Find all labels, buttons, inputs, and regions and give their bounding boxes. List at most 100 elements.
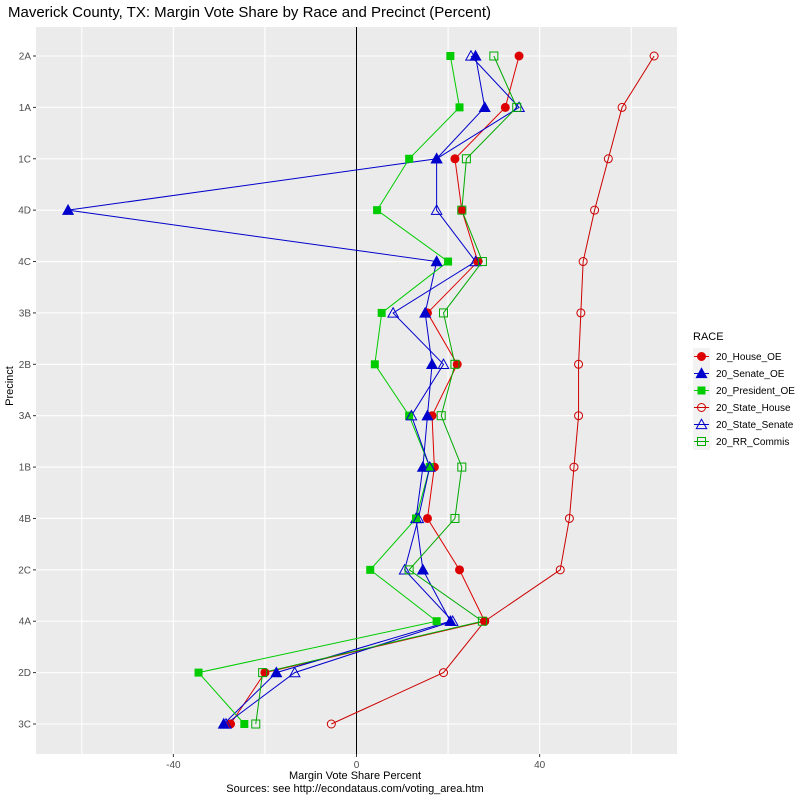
data-point [438, 668, 448, 678]
legend-key-marker [695, 418, 708, 430]
data-point [430, 203, 443, 215]
data-point [555, 565, 565, 575]
legend-label: 20_RR_Commis [716, 437, 789, 448]
data-point [437, 358, 450, 369]
data-point [422, 513, 432, 523]
series-line [197, 55, 461, 725]
data-point [366, 565, 375, 574]
y-tick-label: 4D [18, 206, 31, 217]
x-tick-label: 0 [354, 760, 360, 771]
data-point [404, 565, 414, 575]
y-tick-label: 1A [19, 103, 32, 114]
data-point [457, 462, 467, 472]
data-point [455, 565, 465, 575]
data-point [450, 154, 460, 164]
data-point [240, 720, 249, 728]
data-point [430, 255, 443, 267]
data-point [423, 460, 436, 472]
data-point [457, 205, 467, 215]
data-point [455, 103, 464, 112]
data-point [405, 409, 418, 421]
legend-label: 20_State_Senate [716, 420, 794, 431]
data-point [398, 563, 411, 575]
data-point [288, 666, 301, 678]
x-tick-label: -40 [166, 760, 181, 771]
legend-label: 20_President_OE [716, 386, 795, 397]
series-line [225, 55, 520, 725]
data-point [377, 308, 386, 317]
data-point [405, 411, 414, 420]
data-point [450, 359, 460, 369]
legend-label: 20_Senate_OE [716, 369, 785, 380]
legend-title: RACE [693, 331, 724, 343]
y-tick-label: 4A [19, 617, 32, 628]
data-point [446, 615, 459, 626]
data-point [260, 668, 270, 678]
chart-caption: Sources: see http://econdataus.com/votin… [226, 783, 484, 795]
data-point [436, 411, 446, 421]
data-point [477, 616, 487, 626]
y-tick-label: 3A [19, 411, 32, 422]
data-point [412, 514, 421, 523]
data-point [477, 257, 487, 267]
legend-label: 20_State_House [716, 403, 791, 414]
data-point [569, 462, 579, 472]
data-point [452, 359, 462, 369]
data-point [373, 206, 382, 215]
y-tick-label: 2D [18, 668, 31, 679]
data-point [446, 52, 455, 60]
data-point [432, 617, 441, 626]
data-point [416, 563, 429, 575]
x-axis-label: Margin Vote Share Percent [288, 770, 422, 782]
data-point [564, 513, 574, 523]
legend-key-marker [697, 437, 706, 446]
data-point [412, 512, 425, 524]
data-point [576, 308, 586, 318]
data-point [514, 51, 524, 61]
data-point [590, 205, 600, 215]
data-point [194, 668, 203, 677]
data-point [603, 154, 613, 164]
data-point [444, 257, 453, 266]
data-point [461, 154, 471, 164]
data-point [387, 306, 400, 318]
series-line [67, 55, 486, 725]
y-tick-label: 1C [18, 154, 31, 165]
y-tick-label: 2A [19, 52, 32, 63]
y-axis-label: Precinct [4, 366, 16, 406]
y-tick-label: 3C [18, 720, 31, 731]
data-point [425, 358, 439, 369]
data-point [574, 359, 584, 369]
data-point [270, 666, 283, 678]
y-tick-label: 4C [18, 257, 31, 268]
data-point [251, 719, 261, 729]
data-point [419, 306, 432, 318]
series-line [255, 55, 518, 725]
y-tick-label: 3B [19, 308, 32, 319]
data-point [457, 205, 467, 215]
chart-title: Maverick County, TX: Margin Vote Share b… [8, 4, 491, 21]
data-point [450, 513, 460, 523]
data-point [578, 257, 588, 267]
data-point [617, 102, 627, 112]
data-point [425, 463, 434, 472]
data-point [370, 360, 379, 369]
series-line [331, 55, 655, 725]
data-point [430, 152, 443, 164]
y-tick-label: 4B [19, 514, 32, 525]
data-point [405, 154, 414, 163]
data-point [489, 51, 499, 61]
data-point [258, 668, 268, 678]
data-point [464, 49, 478, 61]
y-tick-label: 2C [18, 565, 31, 576]
legend-key-marker [697, 403, 706, 412]
x-tick-label: 40 [534, 760, 546, 771]
series-line [230, 55, 520, 725]
y-tick-label: 2B [19, 360, 32, 371]
data-point [438, 308, 448, 318]
data-point [478, 101, 491, 113]
legend-key-marker [695, 367, 708, 379]
legend-key-marker [697, 352, 706, 361]
data-point [473, 257, 483, 267]
